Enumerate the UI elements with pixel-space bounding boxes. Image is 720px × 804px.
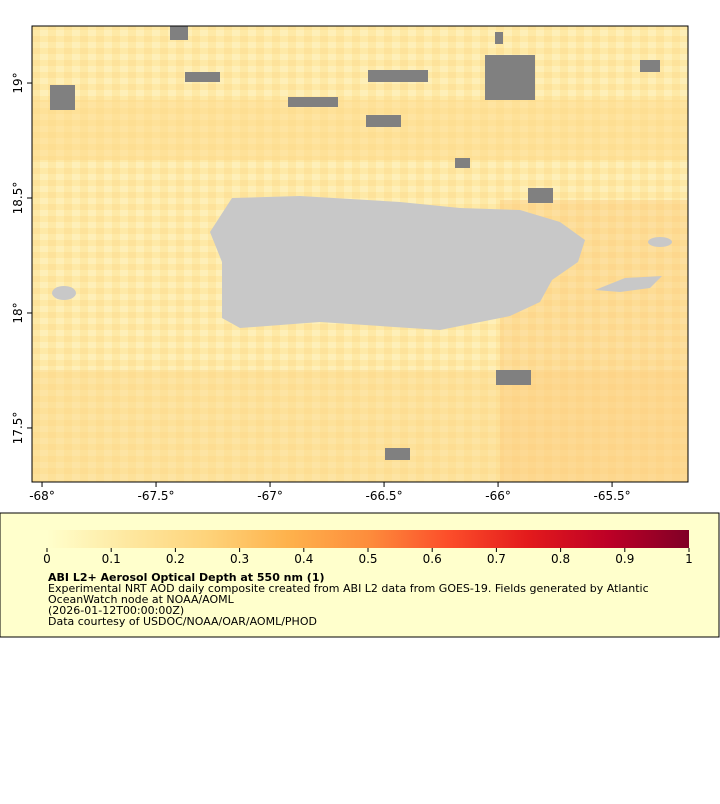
colorbar-tick-label: 0.5 xyxy=(358,552,377,566)
plot-frame xyxy=(31,25,689,483)
y-tick-label: 17.5° xyxy=(11,412,25,445)
legend-title: ABI L2+ Aerosol Optical Depth at 550 nm … xyxy=(48,571,325,584)
aod-field xyxy=(32,26,688,482)
y-tick-label: 18.5° xyxy=(11,182,25,215)
x-tick-label: -66° xyxy=(485,489,511,503)
colorbar-tick-label: 0.9 xyxy=(615,552,634,566)
x-tick-label: -67° xyxy=(257,489,283,503)
colorbar-tick-label: 0.3 xyxy=(230,552,249,566)
colorbar xyxy=(47,530,689,548)
x-tick-label: -67.5° xyxy=(138,489,175,503)
legend-line: (2026-01-12T00:00:00Z) xyxy=(48,604,184,617)
colorbar-tick-label: 0.4 xyxy=(294,552,313,566)
colorbar-tick-label: 0.1 xyxy=(102,552,121,566)
legend-line: OceanWatch node at NOAA/AOML xyxy=(48,593,235,606)
colorbar-tick-label: 0 xyxy=(43,552,51,566)
y-tick-label: 19° xyxy=(11,72,25,93)
x-tick-label: -68° xyxy=(29,489,55,503)
colorbar-tick-label: 1 xyxy=(685,552,693,566)
colorbar-tick-label: 0.8 xyxy=(551,552,570,566)
colorbar-tick-label: 0.6 xyxy=(423,552,442,566)
x-tick-label: -66.5° xyxy=(366,489,403,503)
colorbar-tick-label: 0.7 xyxy=(487,552,506,566)
legend-line: Data courtesy of USDOC/NOAA/OAR/AOML/PHO… xyxy=(48,615,317,628)
colorbar-tick-label: 0.2 xyxy=(166,552,185,566)
y-tick-label: 18° xyxy=(11,302,25,323)
legend-line: Experimental NRT AOD daily composite cre… xyxy=(48,582,649,595)
no-data xyxy=(50,26,660,460)
land xyxy=(52,196,672,330)
x-tick-label: -65.5° xyxy=(594,489,631,503)
